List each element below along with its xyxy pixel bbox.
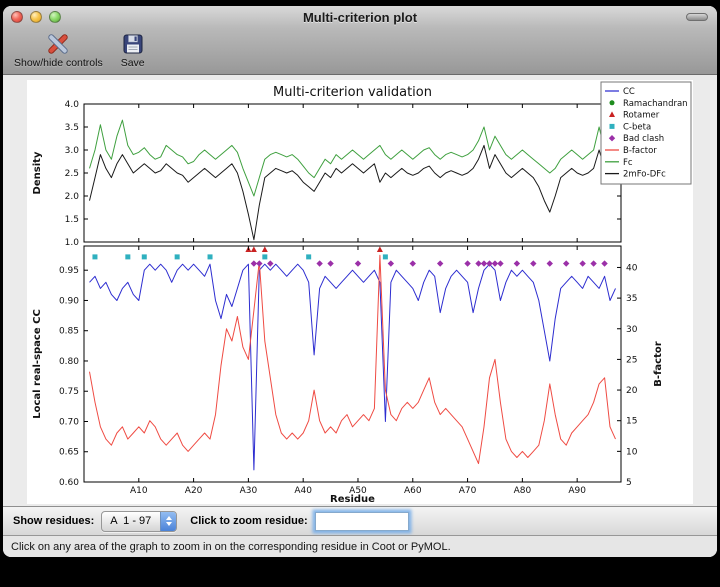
bfactor-tick-label: 20 — [626, 386, 638, 396]
cc-tick-label: 0.70 — [59, 417, 79, 427]
residue-range-select[interactable]: A 1 - 97 — [101, 510, 178, 532]
cc-tick-label: 0.75 — [59, 387, 79, 397]
tools-icon — [45, 31, 71, 57]
cc-tick-label: 0.65 — [59, 448, 79, 458]
titlebar[interactable]: Multi-criterion plot — [3, 6, 717, 28]
residue-tick-label: A20 — [185, 486, 203, 496]
cc-tick-label: 0.90 — [59, 296, 79, 306]
legend-symbol-Ramachandran — [609, 100, 615, 106]
zoom-residue-label: Click to zoom residue: — [190, 515, 308, 527]
legend-label: B-factor — [623, 146, 657, 156]
save-label: Save — [120, 57, 145, 69]
c-beta-markers — [92, 254, 388, 260]
legend-box — [600, 81, 692, 185]
density-plot: 1.0 1.5 2.0 2.5 3.0 3.5 4.0 Density — [32, 100, 622, 248]
show-hide-controls-label: Show/hide controls — [14, 57, 103, 69]
legend-label: C-beta — [623, 122, 651, 132]
residue-tick-label: A90 — [568, 486, 586, 496]
figure-title: Multi-criterion validation — [273, 85, 432, 100]
bfactor-tick-label: 10 — [626, 447, 638, 457]
density-tick-label: 3.5 — [65, 123, 79, 133]
residue-tick-label: A70 — [459, 486, 477, 496]
zoom-residue-input[interactable] — [314, 511, 409, 531]
legend-label: Bad clash — [623, 134, 664, 144]
bfactor-tick-label: 15 — [626, 417, 637, 427]
bfactor-tick-label: 35 — [626, 294, 637, 304]
legend-symbol-Rotamer — [609, 111, 615, 117]
window-controls — [11, 11, 61, 23]
save-button[interactable]: Save — [118, 30, 148, 70]
zoom-button[interactable] — [49, 11, 61, 23]
cc-tick-label: 0.95 — [59, 266, 79, 276]
status-bar: Click on any area of the graph to zoom i… — [3, 535, 717, 557]
density-tick-label: 2.5 — [65, 169, 79, 179]
figure: Multi-criterion validation 1.0 1.5 2.0 2.5 3.… — [27, 80, 693, 505]
bfactor-tick-label: 40 — [626, 263, 638, 273]
density-tick-label: 3.0 — [65, 146, 80, 156]
legend-label: Rotamer — [623, 111, 660, 121]
bfactor-tick-label: 5 — [626, 478, 632, 488]
multi-criterion-plot-window: Multi-criterion plot Show/hide controls — [3, 6, 717, 557]
legend-label: Ramachandran — [623, 99, 688, 109]
status-message: Click on any area of the graph to zoom i… — [11, 540, 451, 553]
legend-label: CC — [623, 87, 635, 97]
cc-bfactor-plot: 0.60 0.65 0.70 0.75 0.80 0.85 0.90 0.95 5 10 15 20 2… — [32, 245, 664, 505]
residue-tick-label: A30 — [240, 486, 258, 496]
show-residues-label: Show residues: — [13, 515, 95, 527]
control-bar: Show residues: A 1 - 97 Click to zoom re… — [3, 506, 717, 535]
density-tick-label: 1.0 — [65, 238, 80, 248]
cc-tick-label: 0.60 — [59, 478, 79, 488]
bfactor-tick-label: 30 — [626, 325, 638, 335]
series-CC — [89, 263, 616, 471]
bad-clash-markers — [250, 260, 608, 267]
series-B-factor — [89, 254, 616, 465]
multi-criterion-figure[interactable]: Multi-criterion validation 1.0 1.5 2.0 2.5 3.… — [27, 80, 693, 505]
density-axis-label: Density — [32, 151, 43, 194]
legend-label: 2mFo-DFc — [623, 170, 666, 180]
cc-axis-label: Local real-space CC — [32, 309, 43, 419]
save-icon — [123, 31, 143, 57]
residue-range-value: A 1 - 97 — [110, 514, 152, 527]
minimize-button[interactable] — [30, 11, 42, 23]
show-hide-controls-button[interactable]: Show/hide controls — [11, 30, 106, 70]
residue-tick-label: A60 — [404, 486, 422, 496]
bfactor-axis-label: B-factor — [653, 341, 664, 386]
cc-tick-label: 0.85 — [59, 327, 79, 337]
legend-symbol-Bad clash — [608, 135, 616, 142]
residue-tick-label: A40 — [294, 486, 312, 496]
density-tick-label: 2.0 — [65, 192, 80, 202]
cc-tick-label: 0.80 — [59, 357, 79, 367]
residue-tick-label: A10 — [130, 486, 148, 496]
plot-area: Multi-criterion validation 1.0 1.5 2.0 2.5 3.… — [3, 75, 717, 506]
window-title: Multi-criterion plot — [302, 9, 418, 25]
density-axes-box — [83, 103, 622, 243]
density-tick-label: 1.5 — [65, 215, 79, 225]
density-tick-label: 4.0 — [65, 100, 80, 110]
legend-label: Fc — [623, 158, 633, 168]
close-button[interactable] — [11, 11, 23, 23]
residue-tick-label: A80 — [514, 486, 532, 496]
series-2mFo-DFc — [89, 144, 616, 241]
legend-symbol-C-beta — [609, 123, 615, 129]
series-Fc — [89, 119, 616, 197]
toolbar: Show/hide controls Save — [3, 28, 717, 75]
bfactor-tick-label: 25 — [626, 355, 637, 365]
residue-tick-label: A50 — [349, 486, 367, 496]
rotamer-markers — [245, 246, 383, 253]
residue-axis-label: Residue — [330, 494, 375, 504]
toolbar-toggle-button[interactable] — [686, 13, 708, 21]
stepper-arrows-icon — [160, 511, 177, 531]
cc-axes-box — [83, 245, 622, 483]
